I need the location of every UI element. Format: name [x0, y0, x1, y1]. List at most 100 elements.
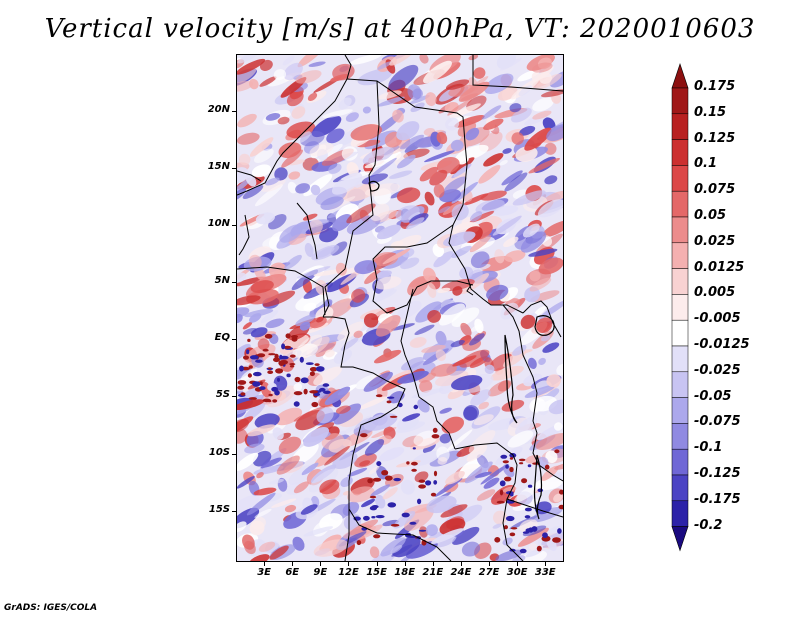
field-cell: [300, 504, 318, 515]
field-cell: [393, 511, 416, 529]
convective-cell: [274, 353, 279, 360]
field-cell: [463, 406, 478, 421]
field-cell: [278, 436, 302, 454]
field-cell: [496, 55, 516, 70]
field-cell: [406, 217, 425, 230]
field-cell: [512, 190, 546, 206]
convective-cell: [393, 477, 401, 482]
colorbar-cell: [671, 113, 689, 140]
convective-cell: [356, 540, 362, 546]
convective-cell: [433, 480, 438, 485]
field-cell: [436, 446, 450, 462]
field-cell: [292, 343, 319, 359]
field-cell: [544, 142, 557, 155]
field-cell: [347, 486, 375, 503]
field-cell: [254, 148, 274, 163]
colorbar-cell: [671, 448, 689, 476]
field-cell: [542, 220, 563, 238]
field-cell: [460, 322, 472, 337]
field-cell: [424, 191, 435, 206]
lon-tick: [348, 562, 350, 566]
field-cell: [303, 174, 333, 197]
field-cell: [548, 399, 563, 415]
lon-label: 18E: [394, 567, 416, 578]
field-cell: [501, 170, 523, 186]
field-cell: [316, 316, 324, 323]
field-cell: [255, 212, 275, 225]
convective-cell: [293, 391, 303, 396]
field-cell: [425, 524, 438, 536]
field-cell: [401, 357, 424, 371]
border-line: [448, 164, 524, 314]
field-cell: [469, 234, 492, 253]
convective-cell: [417, 498, 422, 505]
convective-cell: [240, 392, 246, 396]
field-cell: [470, 251, 490, 269]
field-cell: [382, 519, 399, 527]
field-cell: [390, 545, 403, 554]
field-cell: [242, 321, 253, 330]
field-cell: [469, 333, 485, 346]
field-cell: [475, 471, 492, 478]
field-cell: [293, 383, 303, 392]
field-cell: [439, 407, 452, 414]
field-cell: [288, 171, 301, 180]
lat-label: 15S: [208, 503, 230, 515]
field-cell: [510, 107, 532, 123]
field-cell: [536, 317, 553, 334]
convective-cell: [259, 386, 266, 390]
field-cell: [242, 328, 257, 335]
convective-cell: [409, 521, 417, 525]
convective-cell: [293, 401, 300, 407]
field-cell: [369, 203, 390, 221]
country-borders: [237, 55, 563, 561]
field-cell: [269, 479, 284, 485]
field-cell: [272, 427, 284, 440]
field-cell: [382, 487, 398, 500]
field-cell: [237, 55, 261, 64]
convective-cell: [505, 464, 509, 469]
convective-cell: [289, 354, 296, 358]
field-cell: [473, 67, 486, 79]
lat-label: 15N: [207, 161, 230, 173]
field-cell: [283, 62, 303, 81]
field-cell: [260, 177, 286, 192]
field-cell: [320, 196, 344, 211]
field-cell: [237, 167, 249, 184]
convective-cell: [375, 515, 385, 519]
field-cell: [414, 471, 429, 483]
border-line: [466, 284, 474, 296]
field-cell: [338, 97, 352, 110]
field-cell: [396, 421, 426, 433]
colorbar-cell: [671, 190, 689, 218]
field-cell: [284, 254, 302, 270]
field-cell: [443, 231, 476, 247]
field-cell: [544, 175, 558, 185]
field-cell: [242, 184, 264, 200]
convective-cell: [510, 527, 518, 530]
field-cell: [399, 134, 425, 150]
convective-cell: [309, 367, 318, 372]
field-cell: [534, 501, 552, 515]
field-cell: [271, 498, 297, 508]
field-cell: [319, 479, 340, 495]
field-cell: [237, 58, 266, 75]
map-frame: [236, 54, 564, 562]
convective-cell: [406, 461, 410, 465]
colorbar: [671, 63, 689, 552]
field-cell: [237, 80, 254, 92]
lat-tick: [232, 396, 236, 398]
field-cell: [450, 157, 475, 175]
field-cell: [299, 321, 311, 331]
lat-tick: [232, 168, 236, 170]
field-cell: [375, 314, 401, 337]
convective-cell: [559, 489, 563, 495]
field-cell: [340, 337, 359, 351]
field-cell: [512, 344, 527, 356]
field-cell: [328, 163, 342, 174]
colorbar-cells: [671, 63, 689, 552]
convective-cell: [542, 532, 548, 538]
colorbar-label: -0.0125: [694, 337, 750, 352]
convective-cell: [554, 449, 560, 454]
field-cell: [461, 216, 473, 225]
